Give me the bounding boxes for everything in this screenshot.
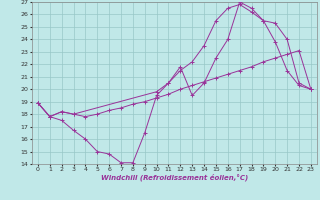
X-axis label: Windchill (Refroidissement éolien,°C): Windchill (Refroidissement éolien,°C) (101, 174, 248, 181)
